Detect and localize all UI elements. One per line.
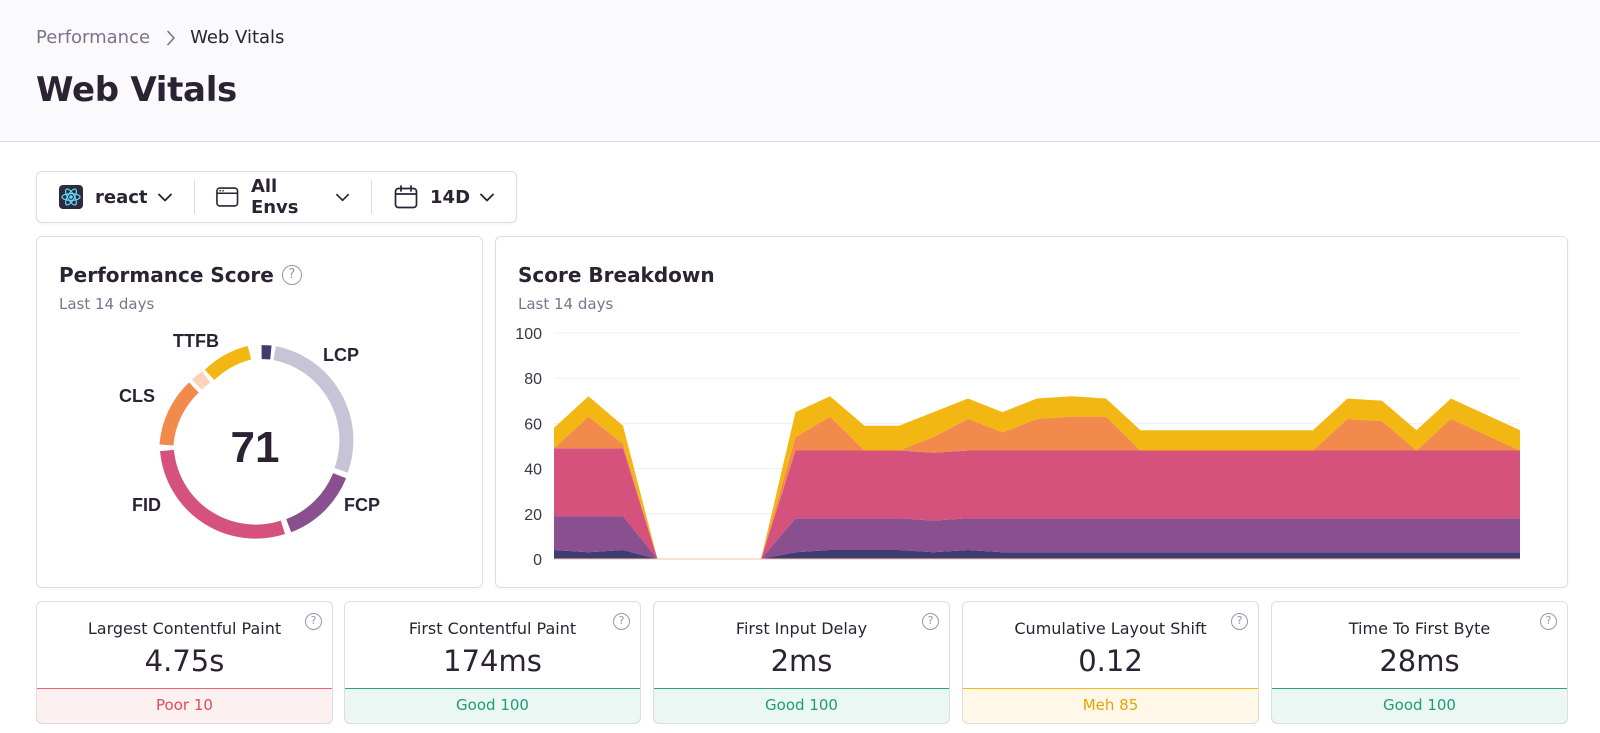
chevron-down-icon <box>157 193 172 201</box>
vital-card-value: 174ms <box>443 644 542 678</box>
help-icon[interactable]: ? <box>281 265 302 285</box>
ring-label-fid: FID <box>132 495 161 515</box>
vital-card-status: Poor 10 <box>37 688 332 723</box>
vital-card-cls[interactable]: Cumulative Layout Shift ? 0.12 Meh 85 <box>962 601 1259 724</box>
chevron-down-icon <box>480 193 494 201</box>
date-range-selector[interactable]: 14D <box>372 172 516 222</box>
performance-score-panel: Performance Score ? Last 14 days 71 LCP … <box>36 236 483 588</box>
y-tick-label: 40 <box>524 462 542 479</box>
help-icon[interactable]: ? <box>1231 613 1248 630</box>
score-breakdown-chart: 0 20 40 60 80 100 <box>515 326 1520 569</box>
y-tick-label: 20 <box>524 507 542 524</box>
score-ring: 71 LCP FCP FID CLS TTFB <box>119 331 380 539</box>
page-header: Performance Web Vitals Web Vitals <box>0 0 1600 142</box>
vital-card-status: Good 100 <box>1272 688 1567 723</box>
help-icon[interactable]: ? <box>613 613 630 630</box>
ring-segment-ttfb[interactable] <box>204 345 252 381</box>
y-tick-label: 100 <box>515 326 542 343</box>
environment-selector[interactable]: All Envs <box>194 172 371 222</box>
performance-score-title: Performance Score ? <box>59 263 302 287</box>
vital-card-value: 28ms <box>1379 644 1460 678</box>
area-series-fcp[interactable] <box>554 516 1520 559</box>
environment-label: All Envs <box>250 176 299 218</box>
ring-segment-cls-light <box>192 371 211 390</box>
browser-window-icon <box>216 187 239 207</box>
ring-segment-lcp[interactable] <box>273 346 354 473</box>
area-series-cls[interactable] <box>554 416 1520 559</box>
ring-segment-fid[interactable] <box>160 449 286 539</box>
ring-label-cls: CLS <box>119 386 155 406</box>
help-icon[interactable]: ? <box>922 613 939 630</box>
filter-divider <box>371 180 373 214</box>
ring-segment-cls[interactable] <box>159 382 199 446</box>
vital-card-title: First Contentful Paint <box>408 619 577 638</box>
breadcrumb-current: Web Vitals <box>190 27 285 48</box>
project-selector[interactable]: react <box>37 172 194 222</box>
ring-segment-fcp[interactable] <box>286 472 347 533</box>
vitals-cards: Largest Contentful Paint ? 4.75s Poor 10… <box>36 601 1568 724</box>
vital-card-value: 0.12 <box>1078 644 1143 678</box>
vital-card-value: 2ms <box>770 644 833 678</box>
area-series-ttfb[interactable] <box>554 396 1520 559</box>
vital-card-title: First Input Delay <box>735 619 868 638</box>
help-icon[interactable]: ? <box>1540 613 1557 630</box>
vital-card-title: Time To First Byte <box>1348 619 1491 638</box>
breadcrumb: Performance Web Vitals <box>36 27 284 48</box>
vital-card-status: Good 100 <box>345 688 640 723</box>
project-label: react <box>95 186 148 208</box>
y-tick-label: 0 <box>533 552 542 569</box>
score-value: 71 <box>231 423 280 472</box>
vital-card-fcp[interactable]: First Contentful Paint ? 174ms Good 100 <box>344 601 641 724</box>
breadcrumb-performance-link[interactable]: Performance <box>36 27 151 48</box>
score-breakdown-subtitle: Last 14 days <box>518 295 614 313</box>
chevron-down-icon <box>336 193 349 201</box>
area-series-ttfb-base[interactable] <box>554 550 1520 559</box>
area-series-fid[interactable] <box>554 448 1520 559</box>
performance-score-subtitle: Last 14 days <box>59 295 155 313</box>
y-tick-label: 60 <box>524 416 542 433</box>
date-range-label: 14D <box>430 186 471 208</box>
vital-card-title: Largest Contentful Paint <box>87 619 282 638</box>
vital-card-status: Meh 85 <box>963 688 1258 723</box>
chevron-right-icon <box>167 30 175 45</box>
performance-score-title-text: Performance Score <box>59 263 274 287</box>
score-breakdown-title: Score Breakdown <box>518 263 715 287</box>
ring-label-fcp: FCP <box>344 495 380 515</box>
calendar-icon <box>394 185 418 209</box>
vital-card-fid[interactable]: First Input Delay ? 2ms Good 100 <box>653 601 950 724</box>
vital-card-lcp[interactable]: Largest Contentful Paint ? 4.75s Poor 10 <box>36 601 333 724</box>
vital-card-value: 4.75s <box>144 644 225 678</box>
vital-card-status: Good 100 <box>654 688 949 723</box>
y-tick-label: 80 <box>524 371 542 388</box>
vital-card-title: Cumulative Layout Shift <box>1014 619 1207 638</box>
vital-card-ttfb[interactable]: Time To First Byte ? 28ms Good 100 <box>1271 601 1568 724</box>
ring-label-lcp: LCP <box>323 345 359 365</box>
filter-bar: react All Envs 14D <box>36 171 517 223</box>
help-icon[interactable]: ? <box>305 613 322 630</box>
ring-label-ttfb: TTFB <box>173 331 219 351</box>
page-title: Web Vitals <box>36 70 237 110</box>
filter-divider <box>193 180 195 214</box>
score-breakdown-panel: Score Breakdown Last 14 days 0 20 40 60 80 10… <box>495 236 1568 588</box>
react-icon <box>59 185 83 209</box>
